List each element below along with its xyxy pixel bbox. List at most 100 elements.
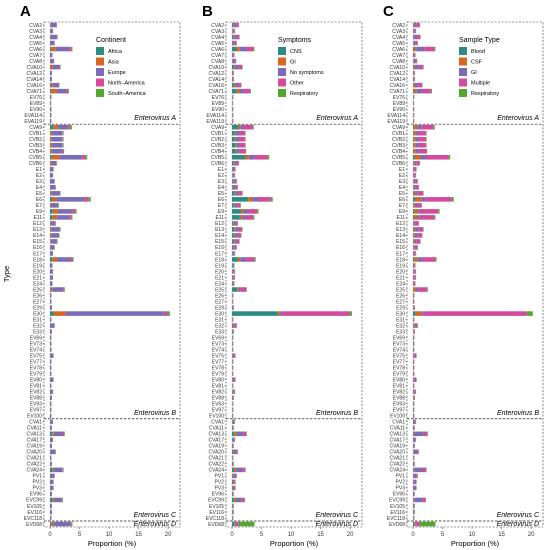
bar-segment (413, 395, 415, 401)
y-tick-label: E14 (33, 233, 42, 239)
bar-segment (62, 431, 65, 437)
group-label: Enterovirus A (316, 115, 358, 122)
y-tick-label: E4 (399, 185, 405, 191)
y-tick-label: CVB6 (392, 161, 405, 167)
bar-segment (234, 419, 235, 425)
bar-segment (50, 521, 52, 527)
bar-segment (425, 197, 452, 202)
bar-segment (232, 485, 234, 491)
bar-segment (50, 437, 53, 443)
bar-segment (415, 148, 419, 154)
bar-segment (424, 46, 435, 52)
group-label: Enterovirus C (497, 512, 540, 519)
bar-segment (233, 173, 235, 178)
bar-segment (62, 136, 63, 142)
bar-segment (414, 521, 416, 527)
bar-segment (232, 515, 233, 521)
y-tick-label: CVA24 (209, 468, 225, 474)
bar-segment (238, 124, 241, 130)
bar-segment (50, 221, 51, 226)
y-tick-label: PV2 (215, 480, 225, 486)
y-tick-label: E30 (215, 311, 224, 317)
bar-segment (232, 257, 238, 262)
y-tick-label: CVB5 (392, 155, 405, 161)
bar-segment (234, 521, 236, 527)
y-tick-label: CVB6 (211, 161, 224, 167)
bar-segment (417, 203, 422, 208)
bar-segment (413, 221, 414, 226)
bar-segment (50, 52, 53, 58)
bar-segment (52, 142, 63, 148)
x-tick-label: 10 (106, 532, 113, 538)
bar-segment (52, 64, 60, 70)
bar-segment (413, 136, 414, 142)
bar-segment (413, 58, 416, 64)
bar-segment (233, 269, 235, 274)
y-tick-label: E18 (215, 257, 224, 263)
bar-segment (51, 191, 60, 196)
bar-segment (65, 311, 164, 316)
bar-segment (254, 154, 268, 160)
bar-segment (232, 389, 234, 395)
y-tick-label: CVA8 (29, 59, 42, 65)
bar-segment (416, 521, 420, 527)
y-tick-label: EVA119 (206, 119, 224, 125)
y-tick-label: CVA10 (209, 65, 225, 71)
bar-segment (71, 521, 73, 527)
legend-item: Respiratory (290, 91, 318, 97)
x-tick-label: 10 (469, 532, 476, 538)
bar-segment (50, 82, 53, 88)
bar-segment (233, 275, 235, 280)
bar-segment (434, 46, 436, 52)
y-tick-label: E33 (215, 329, 224, 335)
bar-segment (418, 142, 426, 148)
y-tick-label: EV89 (393, 101, 405, 107)
bar-segment (232, 167, 235, 172)
y-tick-label: EV69 (30, 335, 42, 341)
y-tick-label: EVA114 (24, 113, 42, 119)
bar-segment (232, 473, 234, 479)
bar-segment (50, 233, 52, 238)
bar-segment (234, 130, 237, 136)
bar-segment (232, 431, 235, 437)
legend-item: Blood (471, 49, 485, 55)
bar-segment (51, 233, 59, 238)
bar-segment (50, 185, 56, 190)
bar-segment (233, 479, 235, 485)
y-tick-label: E13 (396, 227, 405, 233)
legend-item: GI (290, 60, 296, 66)
bar-segment (235, 497, 242, 503)
bar-segment (50, 515, 52, 521)
y-tick-label: E25 (396, 287, 405, 293)
bar-segment (413, 70, 415, 76)
bar-segment (416, 88, 423, 94)
y-tick-label: E27 (33, 299, 42, 305)
y-tick-label: E13 (33, 227, 42, 233)
x-axis-label-B: Proportion (%) (270, 539, 319, 548)
bar-segment (413, 197, 416, 202)
bar-segment (50, 58, 54, 64)
bar-segment (233, 245, 235, 250)
bar-segment (50, 503, 52, 509)
bar-segment (50, 395, 52, 401)
bar-segment (233, 449, 237, 455)
y-tick-label: E26 (33, 293, 42, 299)
bar-segment (56, 34, 58, 40)
bar-segment (60, 64, 61, 70)
y-tick-label: CVA3 (29, 29, 42, 35)
bar-segment (232, 449, 234, 455)
y-tick-label: CVB1 (211, 131, 224, 137)
y-tick-label: CVA24 (27, 468, 43, 474)
bar-segment (233, 34, 237, 40)
y-tick-label: CVA1 (211, 420, 224, 426)
bar-segment (235, 148, 237, 154)
y-tick-label: CVA9 (211, 125, 224, 131)
bar-segment (50, 124, 54, 130)
bar-segment (51, 227, 60, 232)
bar-segment (233, 22, 237, 28)
bar-segment (415, 197, 422, 202)
group-label: Enterovirus B (134, 410, 176, 417)
bar-segment (59, 191, 61, 196)
y-tick-label: E21 (33, 275, 42, 281)
bar-segment (50, 179, 55, 184)
